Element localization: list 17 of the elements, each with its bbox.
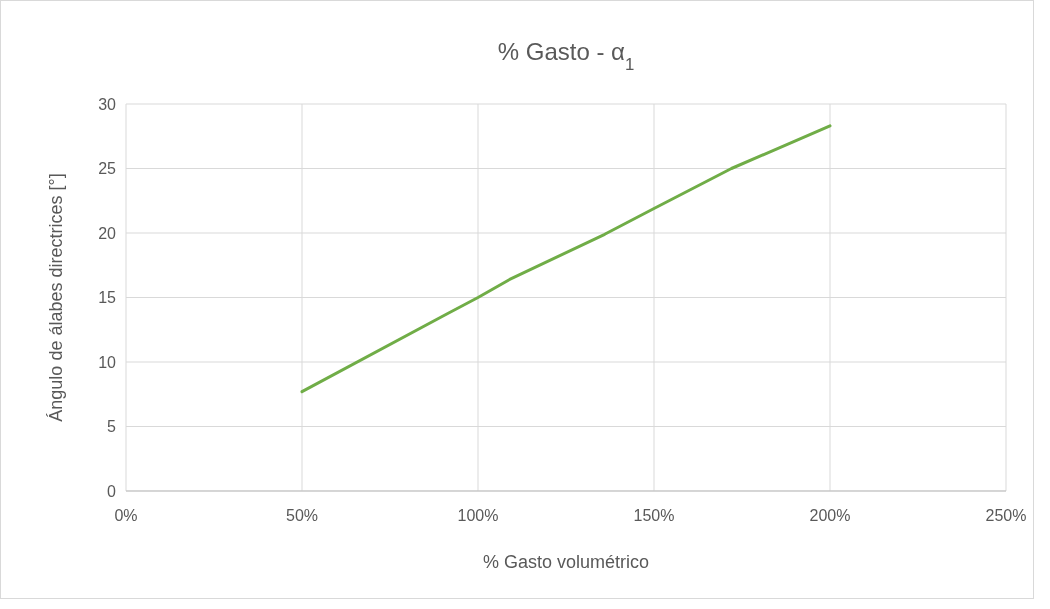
x-tick-label: 150% [633,507,675,524]
x-tick-label: 200% [809,507,851,524]
line-series [300,124,832,394]
y-tick-label: 25 [98,160,117,178]
y-tick-label: 30 [98,95,117,113]
x-tick-label: 0% [114,507,138,524]
x-tick-label: 250% [985,507,1027,524]
x-tick-label: 100% [457,507,499,524]
x-tick-label: 50% [285,507,319,524]
y-tick-label: 15 [98,289,117,307]
y-tick-label: 0 [107,482,117,500]
y-tick-label: 20 [98,224,117,242]
chart-title: % Gasto - α$_{1}$ [497,38,635,74]
y-axis-title: Ángulo de álabes directrices [°] [46,173,66,422]
y-tick-label: 10 [98,353,117,371]
y-tick-label: 5 [107,418,117,436]
x-axis-title: % Gasto volumétrico [482,552,650,572]
